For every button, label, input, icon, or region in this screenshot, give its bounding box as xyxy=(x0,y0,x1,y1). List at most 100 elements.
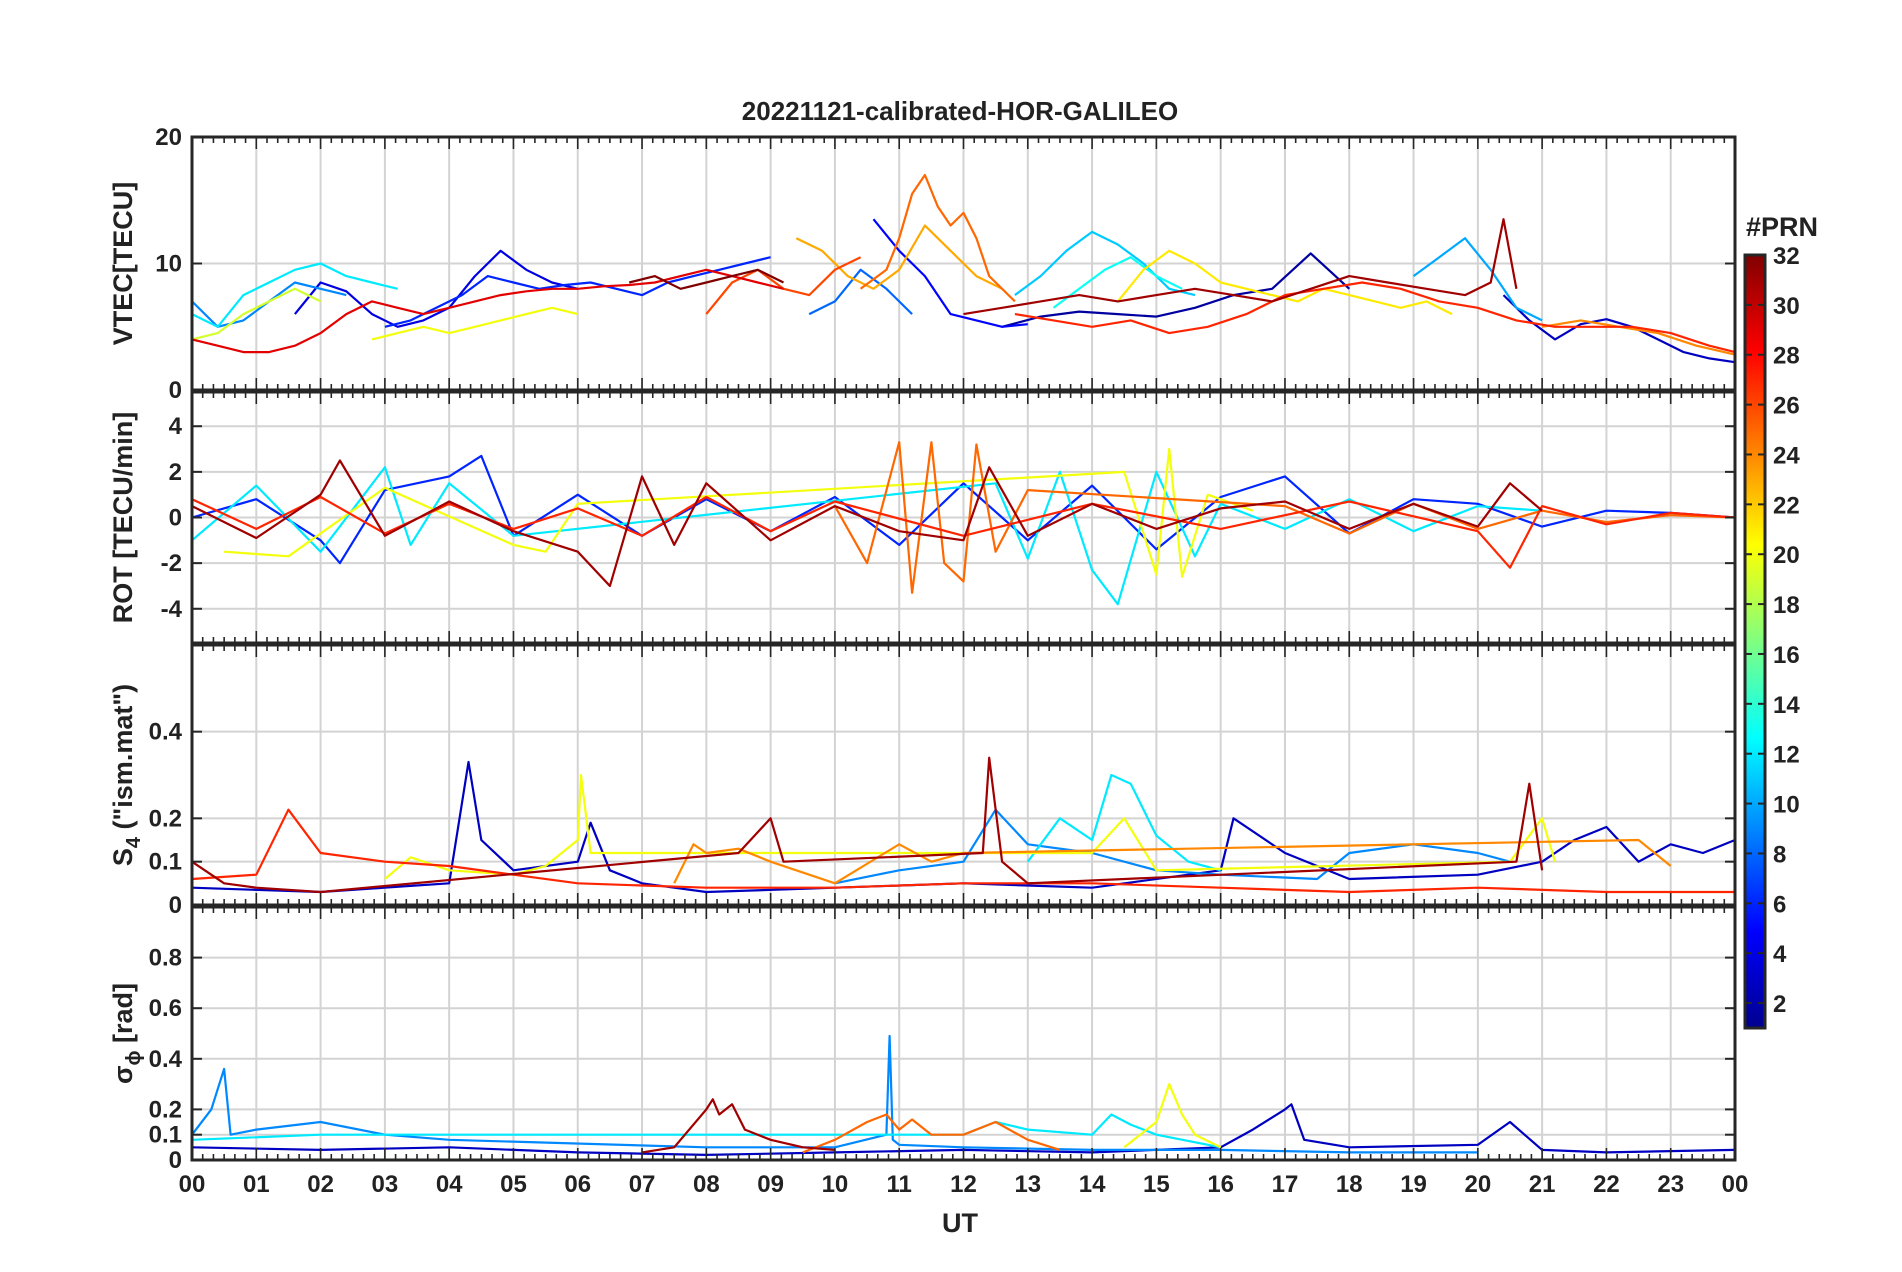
x-tick-label: 09 xyxy=(757,1171,784,1198)
colorbar-tick-label: 26 xyxy=(1773,393,1800,420)
colorbar-tick-label: 10 xyxy=(1773,792,1800,819)
series-rot-prn-6 xyxy=(191,454,1736,565)
x-tick-label: 01 xyxy=(243,1171,270,1198)
x-tick-label: 00 xyxy=(1722,1171,1749,1198)
panel-s4: 0 0.1 0.2 0.4S4 ("ism.mat") xyxy=(108,643,1737,919)
colorbar-tick-label: 22 xyxy=(1773,492,1800,519)
y-axis-label-s4: S4 ("ism.mat") xyxy=(108,684,145,866)
series-vtec-prn-9 xyxy=(191,281,347,328)
series-vtec-prn-11 xyxy=(1014,230,1196,297)
x-tick-label: 19 xyxy=(1400,1171,1427,1198)
x-tick-label: 14 xyxy=(1079,1171,1106,1198)
y-tick-label-vtec: 20 xyxy=(155,124,182,151)
x-tick-label: 11 xyxy=(887,1171,912,1198)
y-tick-label-s4: 0.2 xyxy=(149,805,182,832)
colorbar-tick-label: 18 xyxy=(1773,592,1800,619)
colorbar-tick-label: 32 xyxy=(1773,243,1800,270)
colorbar-tick-label: 16 xyxy=(1773,642,1800,669)
series-rot-prn-20 xyxy=(224,447,1254,578)
x-tick-label: 06 xyxy=(564,1171,591,1198)
y-tick-label-sigma: 0.6 xyxy=(149,995,182,1022)
colorbar-tick-label: 28 xyxy=(1773,343,1800,370)
x-tick-label: 17 xyxy=(1272,1171,1299,1198)
y-tick-label-rot: -2 xyxy=(161,550,182,577)
y-tick-label-rot: -4 xyxy=(161,596,183,623)
y-axis-label-sigma: σϕ [rad] xyxy=(108,983,145,1084)
y-tick-label-vtec: 0 xyxy=(169,377,182,404)
y-axis-label-vtec: VTEC[TECU] xyxy=(108,182,138,346)
series-vtec-prn-5 xyxy=(872,218,1028,328)
panel-rot: -4 -2 0 2 4 ROT [TECU/min] xyxy=(108,390,1737,645)
colorbar-tick-label: 6 xyxy=(1773,891,1786,918)
colorbar-gradient xyxy=(1743,253,1767,1030)
x-tick-label: 15 xyxy=(1143,1171,1170,1198)
series-vtec-prn-8 xyxy=(808,268,913,316)
series-rot-prn-25 xyxy=(833,441,1736,594)
series-vtec-prn-2 xyxy=(1001,252,1351,328)
series-vtec-prn-29 xyxy=(191,268,784,354)
x-tick-label: 03 xyxy=(372,1171,399,1198)
series-vtec-prn-19 xyxy=(191,287,322,341)
series-vtec-prn-32 xyxy=(628,268,784,290)
x-tick-label: 02 xyxy=(307,1171,334,1198)
x-tick-label: 21 xyxy=(1529,1171,1556,1198)
panel-sigma: 00.10.2 0.4 0.6 0.8σϕ [rad] xyxy=(108,905,1737,1174)
y-tick-label-s4: 0.1 xyxy=(149,849,182,876)
x-tick-label: 05 xyxy=(500,1171,527,1198)
colorbar-tick-label: 8 xyxy=(1773,841,1786,868)
x-tick-label: 12 xyxy=(950,1171,977,1198)
series-vtec-prn-25 xyxy=(859,173,1016,303)
series-vtec-prn-6 xyxy=(384,256,771,328)
x-tick-label: 18 xyxy=(1336,1171,1363,1198)
chart-title: 20221121-calibrated-HOR-GALILEO xyxy=(742,96,1178,126)
colorbar-tick-label: 2 xyxy=(1773,991,1786,1018)
y-tick-label-sigma: 0.2 xyxy=(149,1096,182,1123)
series-vtec-prn-4 xyxy=(294,249,579,328)
y-tick-label-sigma: 0 xyxy=(169,1147,182,1174)
series-vtec-prn-3 xyxy=(1502,294,1736,364)
panel-vtec: 0 10 20 VTEC[TECU] xyxy=(108,124,1737,404)
x-tick-label: 13 xyxy=(1014,1171,1041,1198)
series-s4-prn-27 xyxy=(191,808,1735,894)
series-rot-prn-31 xyxy=(191,459,1543,588)
series-vtec-prn-20 xyxy=(371,306,579,341)
y-tick-label-vtec: 10 xyxy=(155,251,182,278)
y-tick-label-rot: 0 xyxy=(169,505,182,532)
series-vtec-prn-13 xyxy=(1052,256,1183,309)
x-tick-label: 22 xyxy=(1593,1171,1620,1198)
series-vtec-prn-12 xyxy=(191,262,398,328)
series-s4-prn-12 xyxy=(1026,773,1221,872)
x-tick-label: 20 xyxy=(1464,1171,1491,1198)
colorbar-tick-label: 12 xyxy=(1773,742,1800,769)
colorbar-tick-label: 14 xyxy=(1773,692,1800,719)
colorbar-tick-label: 4 xyxy=(1773,941,1787,968)
colorbar-label: #PRN xyxy=(1746,212,1818,242)
colorbar-tick-label: 20 xyxy=(1773,542,1800,569)
series-vtec-prn-27 xyxy=(1014,281,1736,354)
series-sigma-prn-31 xyxy=(641,1098,835,1154)
y-tick-label-rot: 2 xyxy=(169,459,182,486)
x-tick-label: 08 xyxy=(693,1171,720,1198)
y-tick-label-rot: 4 xyxy=(169,413,183,440)
series-vtec-prn-10 xyxy=(1412,237,1543,322)
x-tick-label: 16 xyxy=(1207,1171,1234,1198)
y-axis-label-rot: ROT [TECU/min] xyxy=(108,412,138,623)
series-sigma-prn-20 xyxy=(1123,1082,1222,1149)
series-sigma-prn-25 xyxy=(802,1113,1061,1154)
y-tick-label-sigma: 0.8 xyxy=(149,945,182,972)
y-tick-label-sigma: 0.1 xyxy=(149,1122,182,1149)
x-tick-label: 07 xyxy=(629,1171,656,1198)
y-tick-label-s4: 0 xyxy=(169,892,182,919)
x-tick-label: 00 xyxy=(179,1171,206,1198)
x-tick-label: 04 xyxy=(436,1171,463,1198)
series-s4-prn-31 xyxy=(191,756,1544,894)
x-axis-label: UT xyxy=(942,1208,978,1238)
series-vtec-prn-23 xyxy=(795,224,1003,290)
series-vtec-prn-31 xyxy=(963,218,1518,316)
colorbar-tick-label: 30 xyxy=(1773,293,1800,320)
series-s4-prn-20 xyxy=(384,773,1557,880)
series-s4-prn-3 xyxy=(191,760,1736,894)
x-tick-label: 23 xyxy=(1657,1171,1684,1198)
